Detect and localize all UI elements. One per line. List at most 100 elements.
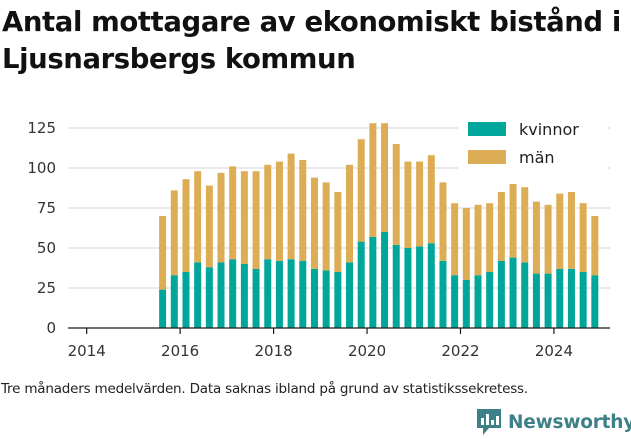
bar-segment-man [240,171,248,264]
bar-segment-kvinnor [194,262,202,328]
bar-segment-man [556,193,564,269]
x-tick-label: 2020 [348,342,386,360]
chart-title: Antal mottagare av ekonomiskt bistånd i … [2,6,621,75]
bar-segment-man [194,171,202,263]
bar-segment-man [310,177,318,269]
bar-segment-man [322,182,330,271]
bar-segment-kvinnor [229,259,237,328]
bar-segment-man [381,123,389,232]
bar-segment-kvinnor [567,268,575,328]
y-tick-label: 100 [27,159,56,177]
bar-segment-kvinnor [205,267,213,328]
bar-segment-kvinnor [474,275,482,328]
bar-segment-kvinnor [404,248,412,328]
bar-segment-man [264,164,272,260]
bar-segment-man [346,164,354,263]
bar-segment-man [287,153,295,260]
y-tick-label: 0 [46,319,56,337]
bar-segment-kvinnor [381,232,389,328]
chart-caption: Tre månaders medelvärden. Data saknas ib… [1,381,528,397]
brand-name: Newsworthy [508,411,631,433]
legend-swatch-man [468,150,506,164]
bar-segment-kvinnor [462,280,470,328]
bar-segment-kvinnor [299,260,307,328]
bar-segment-kvinnor [275,260,283,328]
bar-segment-man [567,192,575,269]
bar-segment-man [205,185,213,268]
y-tick-label: 75 [37,199,56,217]
bar-segment-man [392,144,400,245]
bar-segment-kvinnor [591,275,599,328]
x-tick-label: 2022 [441,342,479,360]
legend-label-kvinnor: kvinnor [519,120,579,139]
bar-segment-kvinnor [392,244,400,328]
bar-segment-man [252,171,260,269]
bar-segment-man [521,187,529,263]
y-tick-label: 25 [37,279,56,297]
bar-segment-kvinnor [310,268,318,328]
bar-segment-man [217,172,225,263]
bar-segment-man [170,190,178,276]
bar-segment-man [509,184,517,258]
bar-segment-man [357,139,365,242]
bar-segment-man [497,192,505,261]
bar-segment-man [299,160,307,261]
bar-segment-kvinnor [521,262,529,328]
bar-segment-man [591,216,599,276]
bar-segment-man [462,208,470,280]
bar-segment-man [369,123,377,237]
legend: kvinnor män [458,118,608,178]
newsworthy-logo-icon [477,409,501,435]
legend-swatch-kvinnor [468,122,506,136]
bar-segment-man [334,192,342,272]
bar-segment-man [474,204,482,276]
bar-segment-man [486,203,494,272]
bar-segment-kvinnor [322,270,330,328]
axes: 0 25 50 75 100 125 2014 2016 2018 2020 2022 2024 [27,119,610,360]
x-tick-label: 2018 [254,342,292,360]
bars [159,123,599,328]
bar-segment-kvinnor [217,262,225,328]
bar-segment-kvinnor [439,260,447,328]
y-tick-label: 50 [37,239,56,257]
bar-segment-kvinnor [544,273,552,328]
x-tick-label: 2024 [535,342,573,360]
bar-segment-man [229,166,237,260]
bar-segment-kvinnor [159,289,167,328]
bar-segment-man [579,203,587,272]
bar-segment-kvinnor [264,259,272,328]
bar-segment-kvinnor [451,275,459,328]
bar-segment-man [416,161,424,247]
legend-label-man: män [519,148,555,167]
brand-logo-block: Newsworthy [476,407,631,437]
bar-segment-man [404,161,412,248]
bar-segment-man [182,179,190,272]
bar-segment-kvinnor [369,236,377,328]
bar-segment-man [275,161,283,261]
bar-segment-kvinnor [287,259,295,328]
bar-segment-kvinnor [509,257,517,328]
bar-segment-kvinnor [532,273,540,328]
stacked-bar-chart: 0 25 50 75 100 125 2014 2016 2018 2020 2022 2024 kv… [27,118,610,360]
bar-segment-kvinnor [182,272,190,328]
bar-segment-man [451,203,459,276]
bar-segment-kvinnor [486,272,494,328]
bar-segment-man [532,201,540,274]
bar-segment-kvinnor [240,264,248,328]
y-tick-label: 125 [27,119,56,137]
bar-segment-kvinnor [346,262,354,328]
x-tick-label: 2014 [68,342,106,360]
bar-segment-man [427,155,435,244]
bar-segment-kvinnor [334,272,342,328]
bar-segment-man [439,182,447,261]
bar-segment-kvinnor [416,246,424,328]
bar-segment-man [159,216,167,290]
x-tick-label: 2016 [161,342,199,360]
bar-segment-kvinnor [357,241,365,328]
bar-segment-kvinnor [252,268,260,328]
bar-segment-kvinnor [427,243,435,328]
bar-segment-kvinnor [170,275,178,328]
bar-segment-kvinnor [497,260,505,328]
bar-segment-man [544,204,552,274]
bar-segment-kvinnor [556,268,564,328]
